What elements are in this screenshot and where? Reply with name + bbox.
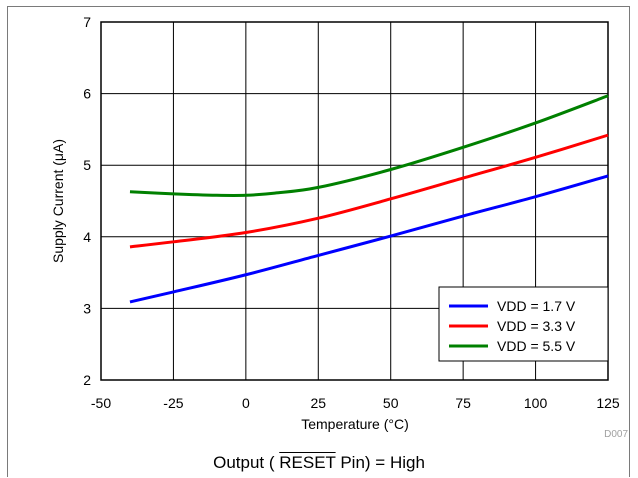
series-line-3 [129, 94, 609, 197]
caption-prefix: Output ( [213, 453, 280, 472]
y-tick-label: 2 [83, 372, 91, 388]
plot-border [100, 21, 609, 381]
x-tick-label: -25 [163, 395, 183, 411]
caption-suffix: Pin) = High [335, 453, 425, 472]
y-tick-label: 3 [83, 300, 91, 316]
series-line-1 [129, 174, 609, 304]
x-axis-label: Temperature (°C) [301, 416, 409, 432]
grid [100, 21, 609, 381]
x-tick-label: 25 [310, 395, 326, 411]
caption-pin: RESET [279, 453, 336, 472]
legend-box [438, 286, 609, 362]
legend-label-3: VDD = 5.5 V [497, 338, 576, 354]
series-layer [129, 94, 609, 304]
y-tick-label: 7 [83, 14, 91, 30]
y-tick-label: 4 [83, 229, 91, 245]
x-tick-label: -50 [91, 395, 111, 411]
figure-frame [7, 6, 630, 477]
series-line-2 [129, 133, 609, 249]
y-tick-labels: 2 3 4 5 6 7 [83, 14, 91, 388]
y-tick-label: 6 [83, 86, 91, 102]
y-axis-label: Supply Current (μA) [50, 139, 66, 263]
x-tick-label: 125 [596, 395, 620, 411]
x-tick-label: 100 [524, 395, 548, 411]
figure-caption: Output ( RESET Pin) = High [0, 453, 638, 473]
legend: VDD = 1.7 V VDD = 3.3 V VDD = 5.5 V [438, 286, 609, 362]
x-tick-label: 0 [242, 395, 250, 411]
legend-label-2: VDD = 3.3 V [497, 318, 576, 334]
x-tick-label: 50 [383, 395, 399, 411]
x-tick-labels: -50 -25 0 25 50 75 100 125 [91, 395, 620, 411]
figure-code: D007 [604, 429, 628, 440]
legend-label-1: VDD = 1.7 V [497, 298, 576, 314]
x-tick-label: 75 [455, 395, 471, 411]
y-tick-label: 5 [83, 157, 91, 173]
